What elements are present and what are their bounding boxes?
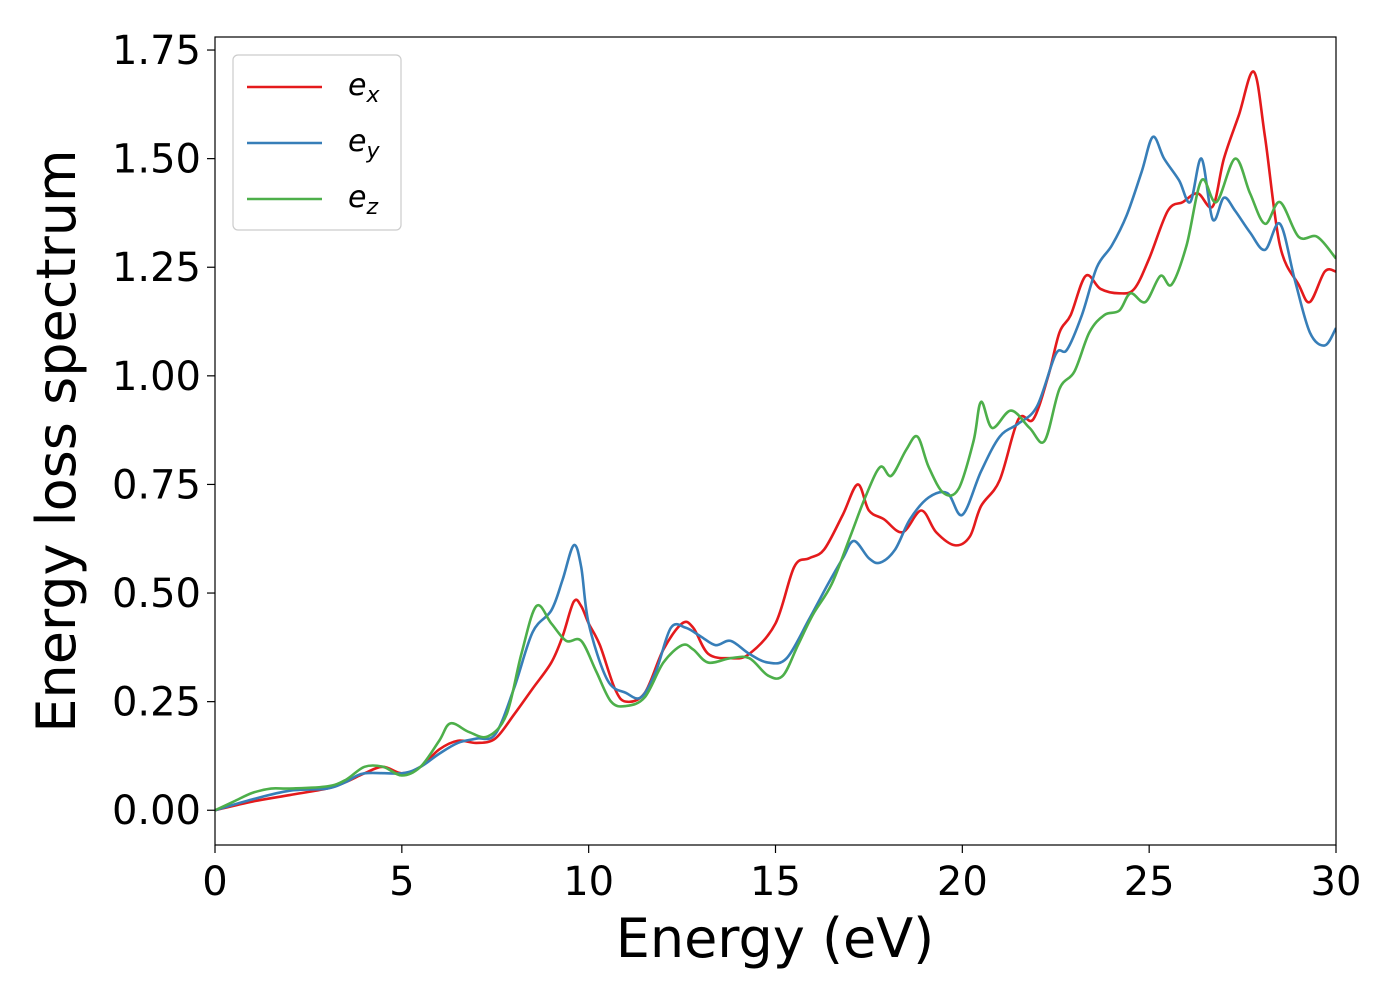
y-axis-label: Energy loss spectrum: [25, 149, 88, 732]
plot-area: [215, 70, 1336, 812]
y-tick-label: 1.75: [112, 28, 201, 74]
legend-label-ex: ex: [348, 68, 380, 108]
series-line-ey: [215, 135, 1336, 812]
x-tick-label: 15: [750, 859, 801, 905]
x-tick-label: 0: [202, 859, 227, 905]
legend-label-ez: ez: [348, 180, 378, 220]
x-tick-label: 30: [1311, 859, 1362, 905]
legend: ex ey ez: [232, 54, 402, 231]
x-tick-label: 20: [937, 859, 988, 905]
y-tick-label: 0.75: [112, 462, 201, 508]
x-tick-label: 5: [389, 859, 414, 905]
y-tick-label: 1.25: [112, 245, 201, 291]
series-line-ex: [215, 70, 1336, 812]
y-tick-label: 1.00: [112, 354, 201, 400]
x-axis-label: Energy (eV): [616, 907, 935, 970]
x-tick-label: 25: [1124, 859, 1175, 905]
series-line-ez: [215, 157, 1336, 812]
x-axis-ticks: 0 5 10 15 20 25 30: [202, 845, 1361, 905]
x-tick-label: 10: [563, 859, 614, 905]
legend-label-ey: ey: [348, 124, 380, 164]
y-tick-label: 1.50: [112, 137, 201, 183]
y-tick-label: 0.25: [112, 680, 201, 726]
y-tick-label: 0.00: [112, 788, 201, 834]
y-axis-ticks: 0.00 0.25 0.50 0.75 1.00 1.25 1.50 1.75: [112, 28, 215, 834]
y-tick-label: 0.50: [112, 571, 201, 617]
